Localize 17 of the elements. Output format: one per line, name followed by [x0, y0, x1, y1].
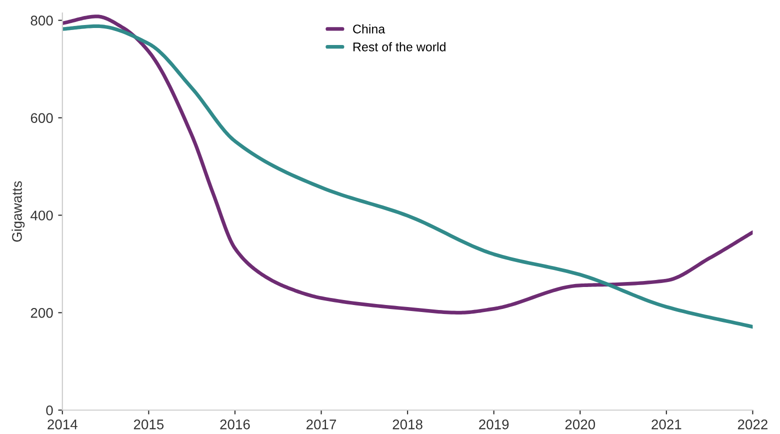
y-tick-label: 0 — [46, 405, 53, 416]
x-tick-label: 2020 — [565, 420, 596, 430]
y-tick-label: 200 — [30, 308, 53, 318]
x-tick-label: 2019 — [479, 420, 509, 430]
legend-label: China — [353, 24, 386, 34]
y-tick-label: 800 — [30, 16, 53, 26]
x-tick-label: 2015 — [134, 420, 164, 430]
x-tick-label: 2021 — [652, 420, 682, 430]
y-tick-label: 600 — [30, 113, 53, 123]
x-tick-label: 2017 — [306, 420, 336, 430]
legend-label: Rest of the world — [353, 42, 446, 52]
x-tick-label: 2022 — [738, 420, 768, 430]
x-tick-label: 2016 — [220, 420, 250, 430]
y-tick-label: 400 — [30, 210, 53, 220]
x-tick-label: 2018 — [392, 420, 422, 430]
x-tick-label: 2014 — [48, 420, 78, 430]
y-axis-title: Gigawatts — [12, 181, 25, 242]
